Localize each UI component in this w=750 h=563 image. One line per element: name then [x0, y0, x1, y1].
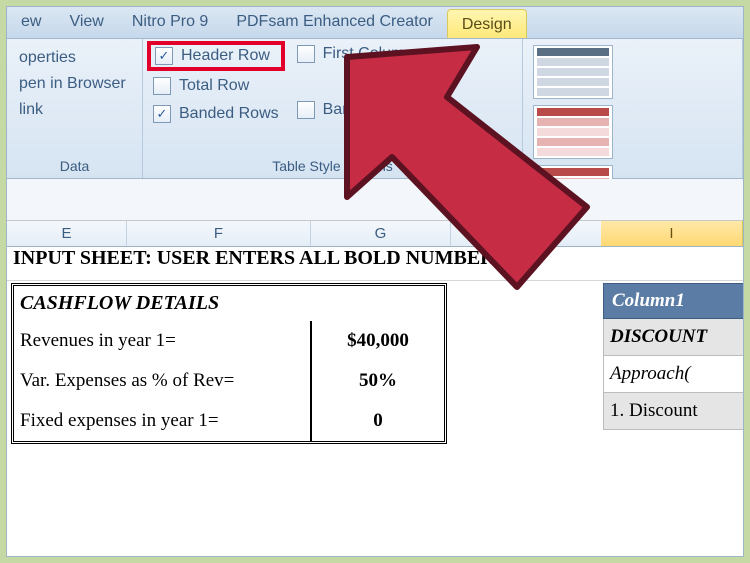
group-label-options: Table Style Options	[153, 156, 512, 176]
ribbon-tabs: ew View Nitro Pro 9 PDFsam Enhanced Crea…	[7, 7, 743, 39]
row-value: 50%	[310, 361, 444, 401]
checkbox-unchecked-icon	[153, 77, 171, 95]
table-row[interactable]: Var. Expenses as % of Rev= 50%	[14, 361, 444, 401]
cashflow-table: CASHFLOW DETAILS Revenues in year 1= $40…	[11, 283, 447, 444]
open-in-browser-button[interactable]: pen in Browser	[17, 71, 132, 97]
unlink-button[interactable]: link	[17, 97, 132, 123]
banded-columns-label: Ban	[323, 101, 351, 119]
tab-design[interactable]: Design	[447, 9, 527, 38]
checkbox-unchecked-icon	[297, 101, 315, 119]
cell-grid[interactable]: INPUT SHEET: USER ENTERS ALL BOLD NUMBER…	[7, 247, 743, 444]
row-label: Fixed expenses in year 1=	[14, 410, 310, 432]
header-row-label: Header Row	[181, 47, 270, 65]
first-column-checkbox[interactable]: First Column	[297, 45, 414, 63]
table-row[interactable]: DISCOUNT	[603, 319, 744, 356]
first-column-label: First Column	[323, 45, 414, 63]
row-label: Var. Expenses as % of Rev=	[14, 370, 310, 392]
col-header-g[interactable]: G	[311, 221, 451, 246]
formula-bar-area[interactable]	[7, 179, 743, 221]
checkbox-checked-icon: ✓	[153, 105, 171, 123]
excel-window: ew View Nitro Pro 9 PDFsam Enhanced Crea…	[6, 6, 744, 557]
column-headers: E F G I	[7, 221, 743, 247]
ribbon-group-table-style-options: ✓ Header Row Total Row ✓ Banded Rows	[143, 39, 523, 178]
checkbox-checked-icon: ✓	[155, 47, 173, 65]
banded-rows-checkbox[interactable]: ✓ Banded Rows	[153, 105, 279, 123]
tab-nitro[interactable]: Nitro Pro 9	[118, 7, 222, 38]
banded-columns-checkbox[interactable]: Ban	[297, 101, 414, 119]
header-row-checkbox[interactable]: ✓ Header Row	[147, 41, 285, 71]
tab-review[interactable]: ew	[7, 7, 55, 38]
table-row[interactable]: Approach(	[603, 356, 744, 393]
col-header-e[interactable]: E	[7, 221, 127, 246]
table-row[interactable]: Fixed expenses in year 1= 0	[14, 401, 444, 441]
total-row-checkbox[interactable]: Total Row	[153, 77, 279, 95]
col-header-gap	[451, 221, 601, 246]
col-header-f[interactable]: F	[127, 221, 311, 246]
tab-view[interactable]: View	[55, 7, 117, 38]
ribbon-group-table-styles	[523, 39, 743, 178]
table-row[interactable]: Revenues in year 1= $40,000	[14, 321, 444, 361]
sheet-title: INPUT SHEET: USER ENTERS ALL BOLD NUMBER…	[7, 247, 743, 281]
table-style-none[interactable]	[533, 45, 613, 99]
checkbox-unchecked-icon	[297, 45, 315, 63]
ribbon: operties pen in Browser link Data ✓ Head…	[7, 39, 743, 179]
total-row-label: Total Row	[179, 77, 249, 95]
row-label: Revenues in year 1=	[14, 330, 310, 352]
column1-header[interactable]: Column1	[603, 283, 744, 319]
col-header-i[interactable]: I	[601, 221, 743, 246]
worksheet-area: E F G I INPUT SHEET: USER ENTERS ALL BOL…	[7, 179, 743, 444]
table-row[interactable]: 1. Discount	[603, 393, 744, 430]
row-value: $40,000	[310, 321, 444, 361]
ribbon-group-external-data: operties pen in Browser link Data	[7, 39, 143, 178]
group-label-data: Data	[17, 156, 132, 176]
tab-pdfsam[interactable]: PDFsam Enhanced Creator	[222, 7, 447, 38]
column1-table: Column1 DISCOUNT Approach( 1. Discount	[603, 283, 744, 430]
properties-button[interactable]: operties	[17, 45, 132, 71]
row-value: 0	[310, 401, 444, 441]
table-style-light-red[interactable]	[533, 105, 613, 159]
banded-rows-label: Banded Rows	[179, 105, 279, 123]
cashflow-header: CASHFLOW DETAILS	[14, 286, 444, 321]
